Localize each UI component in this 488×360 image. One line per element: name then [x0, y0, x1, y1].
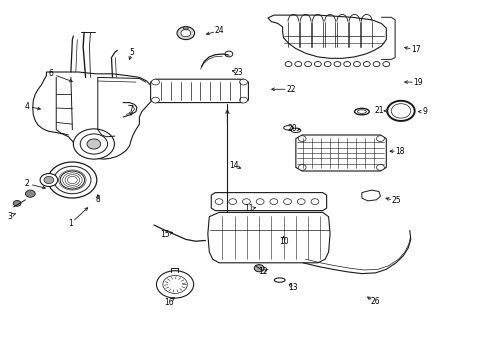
Text: 7: 7 [128, 105, 133, 114]
Circle shape [13, 201, 21, 206]
Circle shape [314, 62, 321, 67]
Circle shape [215, 199, 223, 204]
Text: 16: 16 [163, 298, 173, 307]
Polygon shape [207, 212, 329, 263]
Ellipse shape [274, 278, 285, 282]
Circle shape [177, 27, 194, 40]
Text: 15: 15 [160, 230, 170, 239]
Circle shape [181, 30, 190, 37]
Text: 12: 12 [258, 267, 267, 276]
Text: 9: 9 [422, 107, 427, 116]
Circle shape [376, 165, 384, 170]
Circle shape [239, 79, 247, 85]
Text: 22: 22 [285, 85, 295, 94]
Circle shape [54, 166, 91, 194]
Polygon shape [150, 79, 248, 103]
Polygon shape [33, 72, 154, 159]
Circle shape [333, 62, 340, 67]
Circle shape [151, 79, 159, 85]
Text: 2: 2 [24, 179, 29, 188]
Circle shape [183, 26, 188, 30]
Circle shape [283, 199, 291, 204]
Circle shape [269, 199, 277, 204]
Circle shape [80, 134, 107, 154]
Text: 17: 17 [410, 45, 420, 54]
Ellipse shape [354, 108, 368, 115]
Text: 3: 3 [7, 212, 12, 220]
Circle shape [297, 199, 305, 204]
Circle shape [390, 104, 410, 118]
Text: 21: 21 [373, 107, 383, 116]
Circle shape [228, 199, 236, 204]
Circle shape [156, 271, 193, 298]
Ellipse shape [290, 128, 300, 132]
Circle shape [60, 171, 84, 189]
Circle shape [285, 62, 291, 67]
Circle shape [25, 190, 35, 197]
Text: 26: 26 [370, 297, 380, 306]
Text: 20: 20 [287, 125, 297, 134]
Circle shape [40, 174, 58, 186]
Circle shape [256, 199, 264, 204]
Polygon shape [295, 135, 386, 171]
Text: 1: 1 [68, 219, 73, 228]
Circle shape [324, 62, 330, 67]
Circle shape [224, 51, 232, 57]
Polygon shape [361, 190, 380, 201]
Circle shape [48, 162, 97, 198]
Text: 4: 4 [24, 102, 29, 111]
Circle shape [163, 275, 187, 293]
Circle shape [242, 199, 250, 204]
Text: 24: 24 [214, 26, 224, 35]
Circle shape [298, 136, 305, 141]
Circle shape [382, 62, 389, 67]
Circle shape [254, 265, 264, 272]
Circle shape [87, 139, 101, 149]
Text: 11: 11 [244, 204, 254, 213]
Polygon shape [211, 193, 326, 211]
Circle shape [151, 97, 159, 103]
Text: 14: 14 [228, 161, 238, 170]
Text: 18: 18 [394, 147, 404, 156]
Polygon shape [267, 15, 386, 58]
Text: 25: 25 [390, 197, 400, 206]
Ellipse shape [357, 110, 366, 113]
Circle shape [310, 199, 318, 204]
Circle shape [44, 176, 54, 184]
Circle shape [353, 62, 360, 67]
Ellipse shape [283, 126, 293, 130]
Text: 6: 6 [49, 69, 54, 78]
Circle shape [239, 97, 247, 103]
Text: 8: 8 [95, 195, 100, 204]
Circle shape [376, 136, 384, 141]
Circle shape [372, 62, 379, 67]
Circle shape [363, 62, 369, 67]
Circle shape [304, 62, 311, 67]
Text: 5: 5 [129, 48, 134, 57]
Circle shape [294, 62, 301, 67]
Text: 10: 10 [278, 237, 288, 246]
Circle shape [298, 165, 305, 170]
Circle shape [73, 129, 114, 159]
Text: 13: 13 [288, 284, 298, 293]
Text: 19: 19 [412, 78, 422, 87]
Circle shape [343, 62, 350, 67]
Text: 23: 23 [233, 68, 243, 77]
